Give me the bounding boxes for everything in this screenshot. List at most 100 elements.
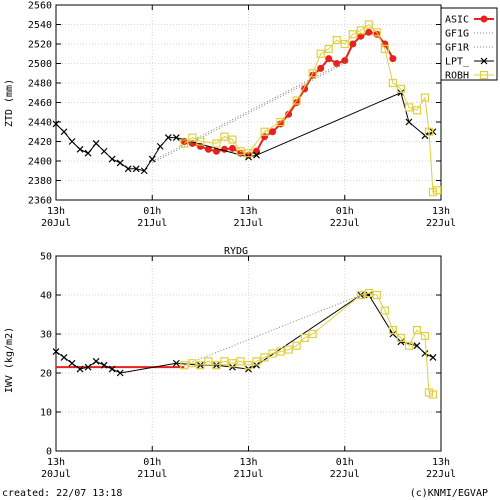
x-tick-label-date: 22Jul xyxy=(426,469,456,480)
data-point xyxy=(260,127,269,136)
data-point xyxy=(52,120,60,128)
x-tick-label-time: 13h xyxy=(47,206,65,217)
data-point xyxy=(244,361,253,370)
x-tick-label-date: 21Jul xyxy=(233,469,263,480)
data-point xyxy=(372,290,381,300)
data-point xyxy=(341,57,349,65)
data-point xyxy=(253,151,260,159)
legend-entry-marker xyxy=(479,70,489,80)
legend-entry-label: GF1G xyxy=(445,29,469,40)
series-line xyxy=(152,63,346,164)
legend-entry-label: ROBH xyxy=(445,71,469,82)
data-point xyxy=(356,26,365,35)
data-point xyxy=(396,333,405,342)
data-point xyxy=(236,147,245,156)
copyright-credit: (c)KNMI/EGVAP xyxy=(410,488,488,499)
ztd-y-axis: 2360 2380 2400 2420 2440 2460 2480 2500 2520 2540… xyxy=(28,1,441,207)
legend-entry-marker xyxy=(480,57,488,65)
data-point xyxy=(228,144,236,152)
data-point xyxy=(188,359,197,368)
data-point xyxy=(252,357,261,366)
data-point xyxy=(220,132,229,141)
data-point xyxy=(284,345,293,354)
data-point xyxy=(132,165,140,173)
data-point xyxy=(100,147,108,155)
data-point xyxy=(172,359,180,367)
y-tick-label: 50 xyxy=(40,252,52,263)
y-tick-label: 2400 xyxy=(28,157,52,168)
x-tick-label-time: 13h xyxy=(239,206,257,217)
series-asic xyxy=(180,28,397,159)
x-tick-label-date: 20Jul xyxy=(41,218,71,229)
y-tick-label: 2560 xyxy=(28,1,52,12)
data-point xyxy=(188,133,197,142)
data-point xyxy=(365,28,373,36)
data-point xyxy=(428,390,438,399)
data-point xyxy=(317,64,325,72)
data-point xyxy=(204,145,212,153)
x-tick-label-time: 01h xyxy=(336,206,354,217)
data-point xyxy=(60,353,68,361)
data-point xyxy=(333,60,341,67)
data-point xyxy=(140,167,148,175)
iwv-y-axis: 0 10 20 30 40 50 xyxy=(40,252,441,458)
data-point xyxy=(180,139,189,148)
data-point xyxy=(60,128,68,136)
data-point xyxy=(316,49,325,58)
x-tick-label-time: 13h xyxy=(432,206,450,217)
data-point xyxy=(285,110,293,118)
x-tick-label-date: 22Jul xyxy=(330,218,360,229)
data-point xyxy=(308,69,317,78)
ztd-chart: 2360 2380 2400 2420 2440 2460 2480 2500 2520 2540… xyxy=(4,1,456,230)
data-point xyxy=(325,55,333,63)
data-point xyxy=(412,106,422,115)
data-point xyxy=(396,84,405,93)
data-point xyxy=(260,353,269,362)
data-point xyxy=(164,134,172,142)
ztd-series xyxy=(52,20,442,197)
iwv-y-axis-label: IWV (kg/m2) xyxy=(4,327,15,393)
ztd-gridlines xyxy=(56,5,441,200)
x-tick-label-date: 20Jul xyxy=(41,469,71,480)
data-point xyxy=(389,55,397,63)
series-line xyxy=(152,61,346,162)
data-point xyxy=(348,30,357,39)
legend-entry-marker xyxy=(480,15,488,23)
data-point xyxy=(116,369,124,377)
data-point xyxy=(324,44,333,53)
data-point xyxy=(244,149,253,158)
data-point xyxy=(196,137,205,146)
data-point xyxy=(92,140,100,147)
x-tick-label-time: 01h xyxy=(336,457,354,468)
data-point xyxy=(421,350,429,357)
y-tick-label: 2500 xyxy=(28,59,52,70)
data-point xyxy=(196,361,205,370)
y-tick-label: 2540 xyxy=(28,20,52,31)
y-tick-label: 2420 xyxy=(28,137,52,148)
y-tick-label: 2360 xyxy=(28,196,52,207)
x-tick-label-date: 21Jul xyxy=(233,218,263,229)
created-timestamp: created: 22/07 13:18 xyxy=(2,488,122,499)
data-point xyxy=(412,326,422,335)
data-point xyxy=(148,155,156,163)
data-point xyxy=(420,331,430,341)
data-point xyxy=(108,155,116,163)
legend-entry-label: GF1R xyxy=(445,43,470,54)
series-line xyxy=(55,92,434,172)
x-tick-label-time: 01h xyxy=(143,206,161,217)
data-point xyxy=(84,149,92,157)
data-point xyxy=(300,333,309,342)
data-point xyxy=(124,165,132,173)
data-point xyxy=(212,361,221,370)
data-point xyxy=(380,306,389,315)
y-tick-label: 2460 xyxy=(28,98,52,109)
data-point xyxy=(276,117,285,127)
data-point xyxy=(276,347,285,356)
y-tick-label: 2440 xyxy=(28,118,52,129)
data-point xyxy=(261,133,269,141)
data-point xyxy=(292,341,301,350)
data-point xyxy=(76,145,84,153)
data-point xyxy=(332,35,341,45)
data-point xyxy=(228,135,237,144)
